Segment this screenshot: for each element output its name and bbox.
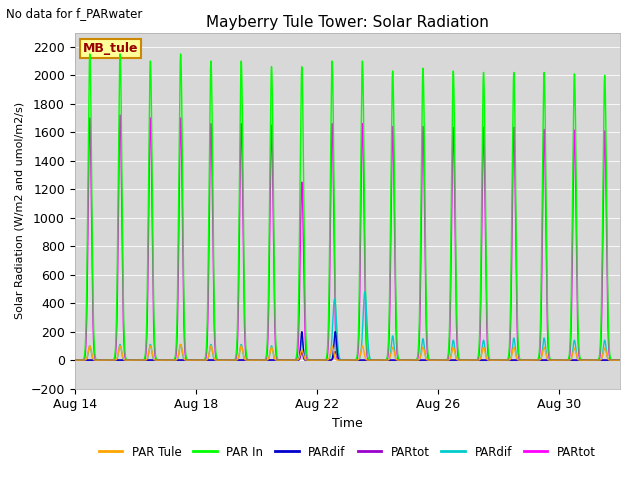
Text: MB_tule: MB_tule xyxy=(83,42,138,55)
Legend: PAR Tule, PAR In, PARdif, PARtot, PARdif, PARtot: PAR Tule, PAR In, PARdif, PARtot, PARdif… xyxy=(94,441,600,463)
X-axis label: Time: Time xyxy=(332,417,363,430)
Y-axis label: Solar Radiation (W/m2 and umol/m2/s): Solar Radiation (W/m2 and umol/m2/s) xyxy=(15,102,25,319)
Title: Mayberry Tule Tower: Solar Radiation: Mayberry Tule Tower: Solar Radiation xyxy=(206,15,489,30)
Text: No data for f_PARwater: No data for f_PARwater xyxy=(6,7,143,20)
